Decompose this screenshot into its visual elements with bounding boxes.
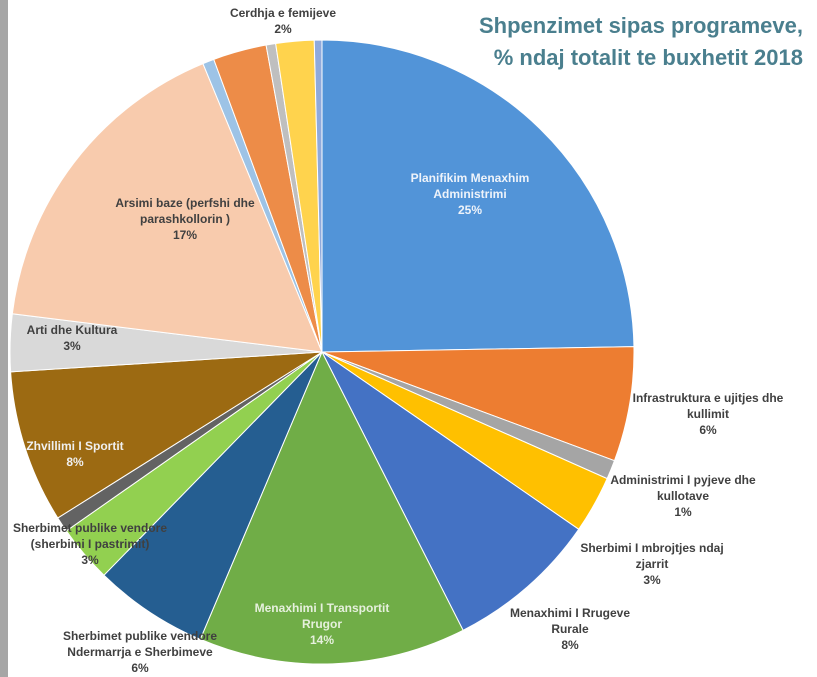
category-label: Planifikim Menaxhim Administrimi <box>410 171 530 201</box>
value-label: 8% <box>561 638 579 652</box>
category-label: Menaxhimi I Rrugeve Rurale <box>509 606 631 636</box>
data-label: Sherbimet publike vendore (sherbimi I pa… <box>0 520 180 568</box>
value-label: 3% <box>63 339 81 353</box>
value-label: 6% <box>131 661 149 675</box>
value-label: 6% <box>699 423 717 437</box>
category-label: Administrimi I pyjeve dhe kullotave <box>610 473 756 503</box>
left-edge <box>0 0 8 677</box>
value-label: 3% <box>81 553 99 567</box>
data-label: Arti dhe Kultura 3% <box>7 322 137 354</box>
pie-slice <box>313 39 323 353</box>
pie-slice <box>199 350 464 665</box>
value-label: 8% <box>66 455 84 469</box>
category-label: Infrastruktura e ujitjes dhe kullimit <box>632 391 784 421</box>
value-label: 3% <box>643 573 661 587</box>
data-label: Zhvillimi I Sportit 8% <box>10 438 140 470</box>
pie-slice <box>11 62 323 353</box>
value-label: 14% <box>309 633 335 647</box>
value-label: 17% <box>172 228 198 242</box>
category-label: Zhvillimi I Sportit <box>26 439 124 453</box>
category-label: Menaxhimi I Transportit Rrugor <box>254 601 390 631</box>
chart-title: Shpenzimet sipas programeve, % ndaj tota… <box>479 13 803 70</box>
data-label: Sherbimet publike vendore Ndermarrja e S… <box>40 628 240 676</box>
category-label: Arti dhe Kultura <box>26 323 118 337</box>
data-label: Menaxhimi I Rrugeve Rurale 8% <box>500 605 640 653</box>
value-label: 25% <box>457 203 483 217</box>
category-label: Sherbimi I mbrojtjes ndaj zjarrit <box>580 541 724 571</box>
category-label: Arsimi baze (perfshi dhe parashkollorin … <box>115 196 255 226</box>
pie-slice <box>10 351 323 519</box>
data-label: Menaxhimi I Transportit Rrugor 14% <box>242 600 402 648</box>
data-label: Infrastruktura e ujitjes dhe kullimit 6% <box>623 390 793 438</box>
value-label: 2% <box>274 22 292 36</box>
category-label: Cerdhja e femijeve <box>229 6 337 20</box>
data-label: Arsimi baze (perfshi dhe parashkollorin … <box>100 195 270 243</box>
data-label: Sherbimi I mbrojtjes ndaj zjarrit 3% <box>577 540 727 588</box>
pie-slice <box>321 351 580 631</box>
pie-slice <box>321 39 635 353</box>
category-label: Sherbimet publike vendore (sherbimi I pa… <box>12 521 168 551</box>
category-label: Sherbimet publike vendore Ndermarrja e S… <box>62 629 218 659</box>
value-label: 1% <box>674 505 692 519</box>
data-label: Planifikim Menaxhim Administrimi 25% <box>390 170 550 218</box>
data-label: Administrimi I pyjeve dhe kullotave 1% <box>608 472 758 520</box>
data-label: Cerdhja e femijeve 2% <box>218 5 348 37</box>
